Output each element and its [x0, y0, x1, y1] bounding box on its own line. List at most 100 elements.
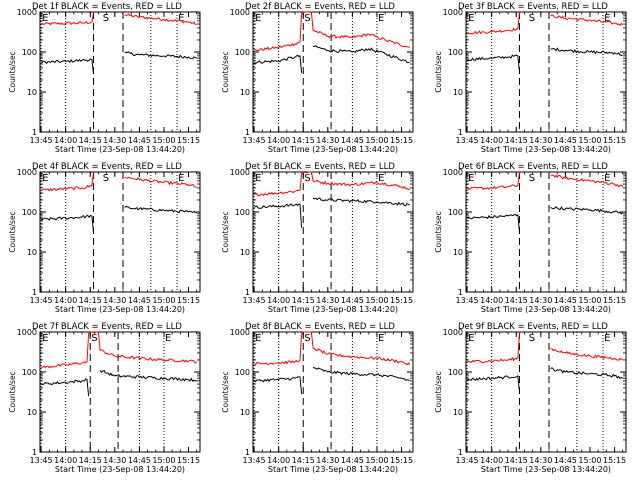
series-events-line — [253, 366, 410, 395]
series-lld-line — [466, 331, 624, 364]
y-tick-label: 1000 — [443, 8, 463, 17]
x-tick-label: 14:15 — [505, 296, 528, 305]
x-axis-label: Start Time (23-Sep-08 13:44:20) — [481, 465, 611, 474]
x-tick-label: 14:30 — [529, 296, 552, 305]
y-tick-label: 1000 — [17, 328, 37, 337]
marker-label: S — [304, 333, 310, 344]
y-tick-label: 1 — [458, 288, 463, 297]
series-events-line — [467, 367, 623, 393]
series-events-line — [253, 197, 410, 228]
y-tick-label: 100 — [22, 368, 37, 377]
y-tick-label: 1 — [32, 288, 37, 297]
y-axis-label: Counts/sec — [434, 211, 443, 252]
y-tick-label: 1000 — [17, 8, 37, 17]
x-tick-label: 14:00 — [267, 296, 290, 305]
plot-frame — [39, 11, 201, 133]
y-tick-label: 10 — [240, 88, 250, 97]
x-tick-label: 14:45 — [554, 136, 577, 145]
x-tick-label: 14:00 — [54, 136, 77, 145]
panel-4: Det 4f BLACK = Events, RED = LLD 1 10 100 10… — [8, 162, 201, 314]
y-tick-label: 100 — [448, 48, 463, 57]
x-tick-label: 14:30 — [316, 136, 339, 145]
y-tick-label: 1000 — [17, 168, 37, 177]
x-tick-label: 14:30 — [529, 456, 552, 465]
x-tick-label: 15:15 — [603, 136, 626, 145]
x-tick-label: 13:45 — [456, 136, 479, 145]
x-tick-label: 14:30 — [316, 456, 339, 465]
marker-label: S — [103, 13, 109, 24]
marker-label: E — [42, 333, 48, 344]
x-tick-label: 15:00 — [152, 136, 175, 145]
panel-8: Det 8f BLACK = Events, RED = LLD 1 10 100 10… — [221, 322, 414, 474]
panel-3: Det 3f BLACK = Events, RED = LLD 1 10 100 10… — [434, 2, 627, 154]
panel-title: Det 6f BLACK = Events, RED = LLD — [458, 162, 608, 172]
y-tick-label: 1000 — [230, 328, 250, 337]
x-tick-label: 14:30 — [103, 456, 126, 465]
marker-label: E — [604, 173, 610, 184]
marker-label: S — [103, 173, 109, 184]
series-lld-line — [253, 171, 410, 197]
panel-5: Det 5f BLACK = Events, RED = LLD 1 10 100 10… — [221, 162, 414, 314]
series-lld-line — [253, 11, 410, 52]
x-tick-label: 14:45 — [554, 456, 577, 465]
y-tick-label: 100 — [448, 208, 463, 217]
x-tick-label: 14:30 — [529, 136, 552, 145]
series-lld-line — [466, 11, 624, 35]
series-lld-line — [467, 171, 624, 191]
y-tick-label: 1000 — [230, 168, 250, 177]
series-events-line — [41, 51, 197, 75]
x-axis-label: Start Time (23-Sep-08 13:44:20) — [268, 465, 398, 474]
panel-7: Det 7f BLACK = Events, RED = LLD 1 10 100 10… — [8, 322, 201, 474]
series-lld-line — [41, 331, 198, 369]
x-tick-label: 14:45 — [128, 136, 151, 145]
y-axis-label: Counts/sec — [221, 211, 230, 252]
y-tick-label: 1 — [458, 128, 463, 137]
x-tick-label: 15:15 — [603, 296, 626, 305]
y-tick-label: 1 — [245, 128, 250, 137]
x-tick-label: 15:00 — [365, 136, 388, 145]
marker-label: E — [378, 173, 384, 184]
y-tick-label: 1000 — [443, 328, 463, 337]
x-tick-label: 14:15 — [79, 296, 102, 305]
x-tick-label: 14:15 — [505, 456, 528, 465]
x-axis-label: Start Time (23-Sep-08 13:44:20) — [481, 145, 611, 154]
y-axis-label: Counts/sec — [434, 371, 443, 412]
series-events-line — [41, 205, 197, 233]
y-tick-label: 100 — [22, 48, 37, 57]
x-tick-label: 14:15 — [292, 456, 315, 465]
x-tick-label: 15:15 — [177, 136, 200, 145]
x-tick-label: 14:45 — [341, 136, 364, 145]
x-axis-label: Start Time (23-Sep-08 13:44:20) — [55, 465, 185, 474]
marker-label: S — [304, 13, 310, 24]
marker-label: E — [165, 333, 171, 344]
panel-title: Det 9f BLACK = Events, RED = LLD — [458, 322, 608, 332]
y-tick-label: 1 — [32, 128, 37, 137]
x-tick-label: 15:00 — [578, 136, 601, 145]
panel-title: Det 7f BLACK = Events, RED = LLD — [32, 322, 182, 332]
x-tick-label: 14:45 — [554, 296, 577, 305]
x-axis-label: Start Time (23-Sep-08 13:44:20) — [268, 145, 398, 154]
panel-title: Det 2f BLACK = Events, RED = LLD — [245, 2, 395, 12]
panel-6: Det 6f BLACK = Events, RED = LLD 1 10 100 10… — [434, 162, 627, 314]
x-tick-label: 15:00 — [365, 456, 388, 465]
marker-label: E — [255, 173, 261, 184]
x-tick-label: 14:15 — [79, 136, 102, 145]
marker-label: E — [178, 173, 184, 184]
y-tick-label: 100 — [235, 368, 250, 377]
y-tick-label: 10 — [453, 408, 463, 417]
marker-label: E — [604, 13, 610, 24]
plot-frame — [39, 331, 201, 453]
x-axis-label: Start Time (23-Sep-08 13:44:20) — [55, 145, 185, 154]
x-tick-label: 15:00 — [578, 296, 601, 305]
x-tick-label: 13:45 — [243, 456, 266, 465]
x-axis-label: Start Time (23-Sep-08 13:44:20) — [268, 305, 398, 314]
y-tick-label: 1000 — [443, 168, 463, 177]
y-tick-label: 10 — [453, 88, 463, 97]
x-tick-label: 15:15 — [390, 136, 413, 145]
plot-frame — [465, 11, 627, 133]
marker-label: S — [304, 173, 310, 184]
x-tick-label: 14:45 — [341, 296, 364, 305]
x-tick-label: 15:00 — [365, 296, 388, 305]
marker-label: S — [529, 13, 535, 24]
